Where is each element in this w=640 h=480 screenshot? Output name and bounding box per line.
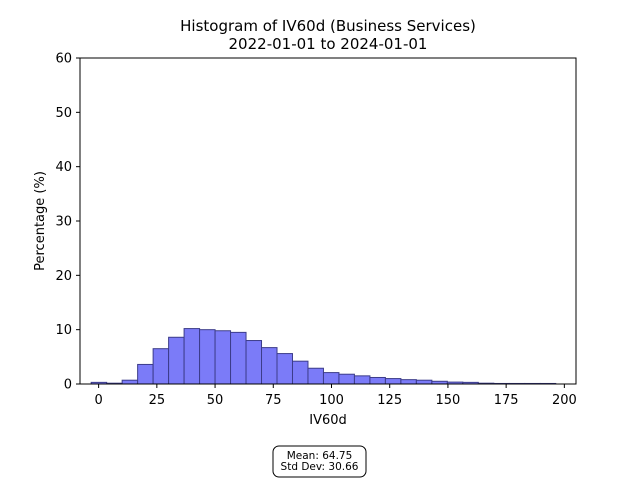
histogram-bar [152, 348, 170, 385]
y-axis-ticks: 0 10 20 30 40 50 60 [55, 52, 80, 393]
y-tick-label: 30 [55, 215, 72, 230]
histogram-bar [400, 379, 417, 385]
histogram-bar [415, 379, 433, 385]
x-tick-label: 200 [552, 393, 577, 408]
chart-subtitle: 2022-01-01 to 2024-01-01 [229, 35, 428, 53]
histogram-bar [230, 331, 247, 385]
histogram-bar [183, 328, 201, 385]
stats-box: Mean: 64.75 Std Dev: 30.66 [272, 445, 367, 478]
x-axis-ticks: 0 25 50 75 100 125 150 175 200 [94, 384, 577, 408]
chart-title: Histogram of IV60d (Business Services) [180, 17, 476, 35]
histogram-bar [276, 353, 293, 385]
histogram-bar [338, 373, 355, 385]
y-axis-label: Percentage (%) [33, 171, 48, 271]
y-tick-label: 40 [55, 160, 72, 175]
y-tick-label: 60 [55, 52, 72, 67]
histogram-bar [261, 347, 278, 385]
histogram-bar [322, 372, 340, 385]
stats-box-frame [272, 445, 367, 478]
x-tick-label: 75 [265, 393, 282, 408]
x-tick-label: 100 [319, 393, 344, 408]
y-tick-label: 10 [55, 323, 72, 338]
histogram-bar [245, 340, 263, 385]
histogram-bar [353, 375, 371, 385]
x-axis-label: IV60d [309, 413, 347, 428]
y-tick-label: 20 [55, 269, 72, 284]
histogram-bar [199, 329, 216, 385]
y-tick-label: 50 [55, 106, 72, 121]
stats-std-dev: Std Dev: 30.66 [281, 461, 359, 473]
y-tick-label: 0 [64, 378, 72, 393]
histogram-bar [137, 363, 154, 385]
plot-area-frame [79, 57, 577, 385]
histogram-bar [291, 360, 309, 385]
histogram-bar [307, 367, 324, 385]
histogram-bars [90, 328, 557, 385]
x-tick-label: 25 [149, 393, 166, 408]
x-tick-label: 150 [436, 393, 461, 408]
histogram-bar [214, 330, 232, 385]
histogram-bar [384, 378, 402, 385]
histogram-bar [168, 336, 185, 385]
histogram-bar [369, 376, 386, 385]
x-tick-label: 0 [94, 393, 102, 408]
x-tick-label: 50 [207, 393, 224, 408]
stats-mean: Mean: 64.75 [287, 450, 353, 462]
x-tick-label: 125 [377, 393, 402, 408]
x-tick-label: 175 [494, 393, 519, 408]
histogram-bar [121, 379, 139, 385]
